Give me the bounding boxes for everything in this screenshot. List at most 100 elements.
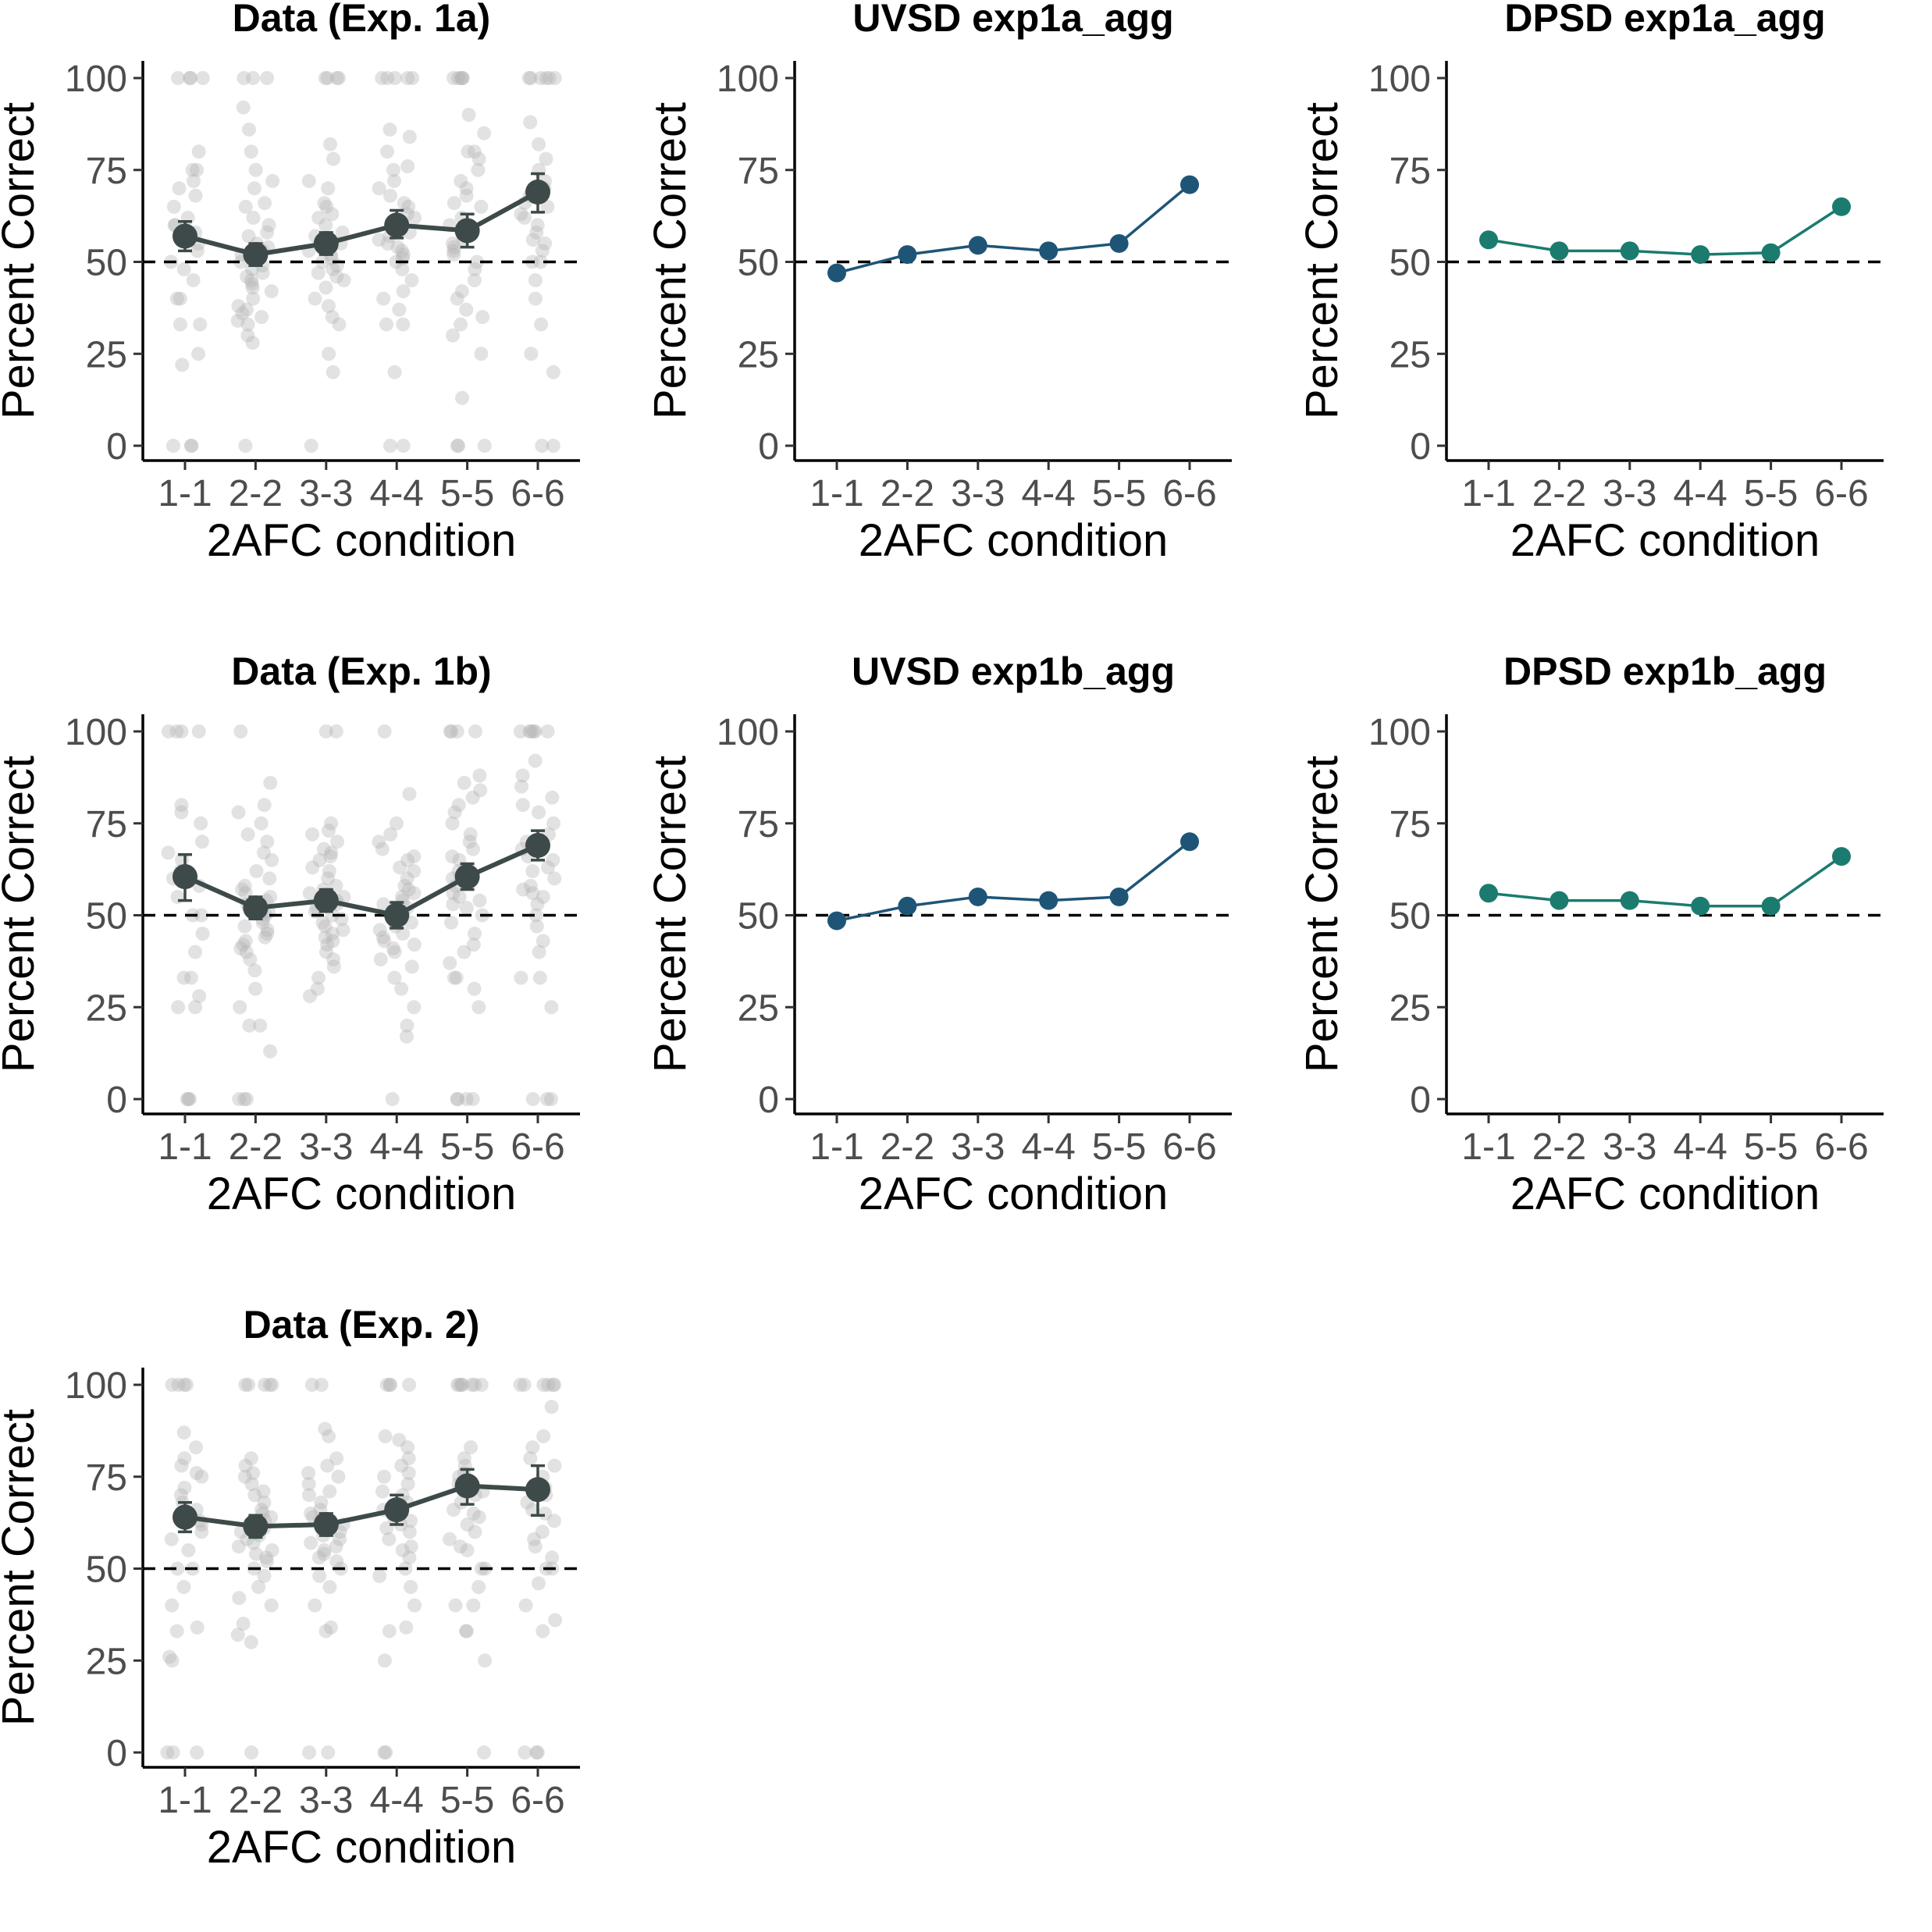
participant-point bbox=[407, 863, 422, 878]
participant-point bbox=[392, 302, 407, 317]
participant-point bbox=[446, 236, 461, 251]
participant-point bbox=[262, 1378, 277, 1392]
participant-point bbox=[324, 816, 339, 831]
participant-point bbox=[457, 775, 471, 790]
participant-point bbox=[463, 827, 478, 841]
participant-point bbox=[248, 1546, 263, 1561]
participant-point bbox=[475, 310, 490, 325]
participant-point bbox=[373, 952, 388, 967]
participant-point bbox=[451, 798, 466, 813]
participant-point bbox=[465, 1092, 480, 1106]
participant-point bbox=[303, 989, 318, 1004]
model-prediction-point bbox=[1832, 847, 1851, 866]
participant-point bbox=[232, 1092, 247, 1106]
participant-point bbox=[444, 915, 459, 930]
participant-point bbox=[320, 938, 335, 952]
participant-point bbox=[541, 860, 556, 875]
participant-point bbox=[460, 1517, 475, 1532]
x-tick-label: 5-5 bbox=[440, 473, 494, 514]
participant-point bbox=[548, 1613, 563, 1628]
participant-point bbox=[387, 970, 402, 985]
participant-point bbox=[329, 1554, 344, 1569]
participant-point bbox=[376, 291, 391, 306]
panel-4: Data (Exp. 1b) 0 25 50 75 100 1-1 2-2 3-3 4-4 5-5 6… bbox=[0, 649, 580, 1219]
participant-point bbox=[242, 122, 257, 137]
participant-point bbox=[382, 439, 397, 453]
panel-6: DPSD exp1b_agg 0 25 50 75 100 1-1 2-2 3-3 4-4 5-5 6… bbox=[1297, 649, 1884, 1219]
y-tick-label: 0 bbox=[106, 1080, 127, 1121]
participant-point bbox=[517, 210, 532, 225]
participant-point bbox=[474, 199, 489, 214]
x-tick-label: 5-5 bbox=[440, 1126, 494, 1168]
participant-point bbox=[525, 1440, 540, 1455]
participant-point bbox=[195, 927, 210, 941]
participant-point bbox=[524, 724, 539, 738]
participant-point bbox=[383, 188, 398, 203]
y-tick-label: 50 bbox=[86, 1550, 127, 1591]
participant-point bbox=[471, 1580, 486, 1595]
participant-point bbox=[244, 144, 258, 159]
participant-point bbox=[260, 923, 275, 938]
participant-point bbox=[450, 439, 464, 453]
participant-point bbox=[546, 1514, 561, 1528]
participant-point bbox=[547, 871, 562, 886]
panel-title: DPSD exp1a_agg bbox=[1504, 0, 1825, 40]
y-tick-label: 25 bbox=[86, 1641, 127, 1682]
participant-point bbox=[530, 218, 545, 233]
model-prediction-point bbox=[1550, 241, 1569, 261]
participant-point bbox=[454, 1378, 469, 1392]
participant-point bbox=[459, 188, 474, 203]
participant-point bbox=[471, 1000, 486, 1015]
participant-point bbox=[539, 1092, 554, 1106]
participant-point bbox=[321, 1745, 336, 1759]
participant-point bbox=[262, 871, 277, 886]
participant-point bbox=[450, 1092, 464, 1106]
x-tick-label: 2-2 bbox=[881, 473, 934, 514]
participant-point bbox=[533, 71, 548, 85]
participant-point bbox=[237, 1092, 251, 1106]
participant-point bbox=[326, 365, 340, 379]
participant-point bbox=[404, 1514, 418, 1528]
x-tick-label: 1-1 bbox=[1461, 473, 1515, 514]
model-prediction-point bbox=[1691, 896, 1710, 916]
participant-point bbox=[171, 1000, 186, 1015]
participant-point bbox=[379, 317, 393, 332]
participant-point bbox=[264, 1510, 279, 1525]
participant-point bbox=[179, 1378, 194, 1392]
participant-point bbox=[407, 849, 422, 864]
participant-point bbox=[393, 860, 407, 875]
x-axis-label: 2AFC condition bbox=[1510, 515, 1820, 566]
participant-point bbox=[450, 71, 465, 85]
mean-point bbox=[525, 833, 550, 859]
participant-point bbox=[262, 218, 276, 233]
participant-point bbox=[468, 1378, 482, 1392]
model-prediction-point bbox=[1479, 884, 1498, 903]
participant-point bbox=[546, 1378, 560, 1392]
x-tick-label: 6-6 bbox=[511, 1780, 564, 1821]
participant-point bbox=[246, 1466, 261, 1481]
mean-point bbox=[525, 180, 550, 205]
panel-title: Data (Exp. 2) bbox=[244, 1303, 480, 1347]
x-tick-label: 1-1 bbox=[809, 1126, 863, 1168]
participant-point bbox=[526, 724, 541, 738]
x-tick-label: 5-5 bbox=[1092, 1126, 1146, 1168]
participant-point bbox=[527, 1532, 542, 1546]
x-tick-label: 2-2 bbox=[229, 1780, 283, 1821]
x-tick-label: 3-3 bbox=[951, 1126, 1005, 1168]
participant-point bbox=[322, 863, 336, 878]
participant-point bbox=[255, 265, 270, 280]
participant-point bbox=[401, 199, 416, 214]
participant-point bbox=[247, 181, 262, 196]
mean-point bbox=[384, 212, 410, 238]
participant-point bbox=[379, 1745, 393, 1759]
participant-point bbox=[523, 115, 538, 130]
y-tick-label: 50 bbox=[738, 243, 779, 284]
series-line bbox=[183, 843, 539, 918]
participant-point bbox=[404, 1539, 418, 1554]
participant-point bbox=[247, 963, 262, 978]
y-axis-label: Percent Correct bbox=[645, 102, 696, 419]
participant-point bbox=[540, 199, 555, 214]
mean-point bbox=[243, 242, 269, 268]
participant-point bbox=[162, 1649, 177, 1664]
